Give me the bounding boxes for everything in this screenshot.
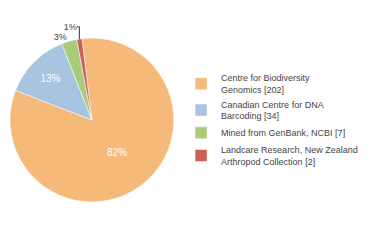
svg-text:Canadian Centre for DNABarcodi: Canadian Centre for DNABarcoding [34]: [221, 100, 324, 122]
svg-text:Mined from GenBank, NCBI [7]: Mined from GenBank, NCBI [7]: [221, 128, 345, 138]
svg-text:1%: 1%: [64, 22, 77, 32]
svg-text:3%: 3%: [54, 32, 67, 42]
svg-text:Centre for BiodiversityGenomic: Centre for BiodiversityGenomics [202]: [221, 73, 310, 95]
svg-text:13%: 13%: [40, 73, 60, 84]
svg-text:82%: 82%: [107, 147, 127, 158]
svg-text:Landcare Research, New Zealand: Landcare Research, New ZealandArthropod …: [221, 145, 358, 167]
